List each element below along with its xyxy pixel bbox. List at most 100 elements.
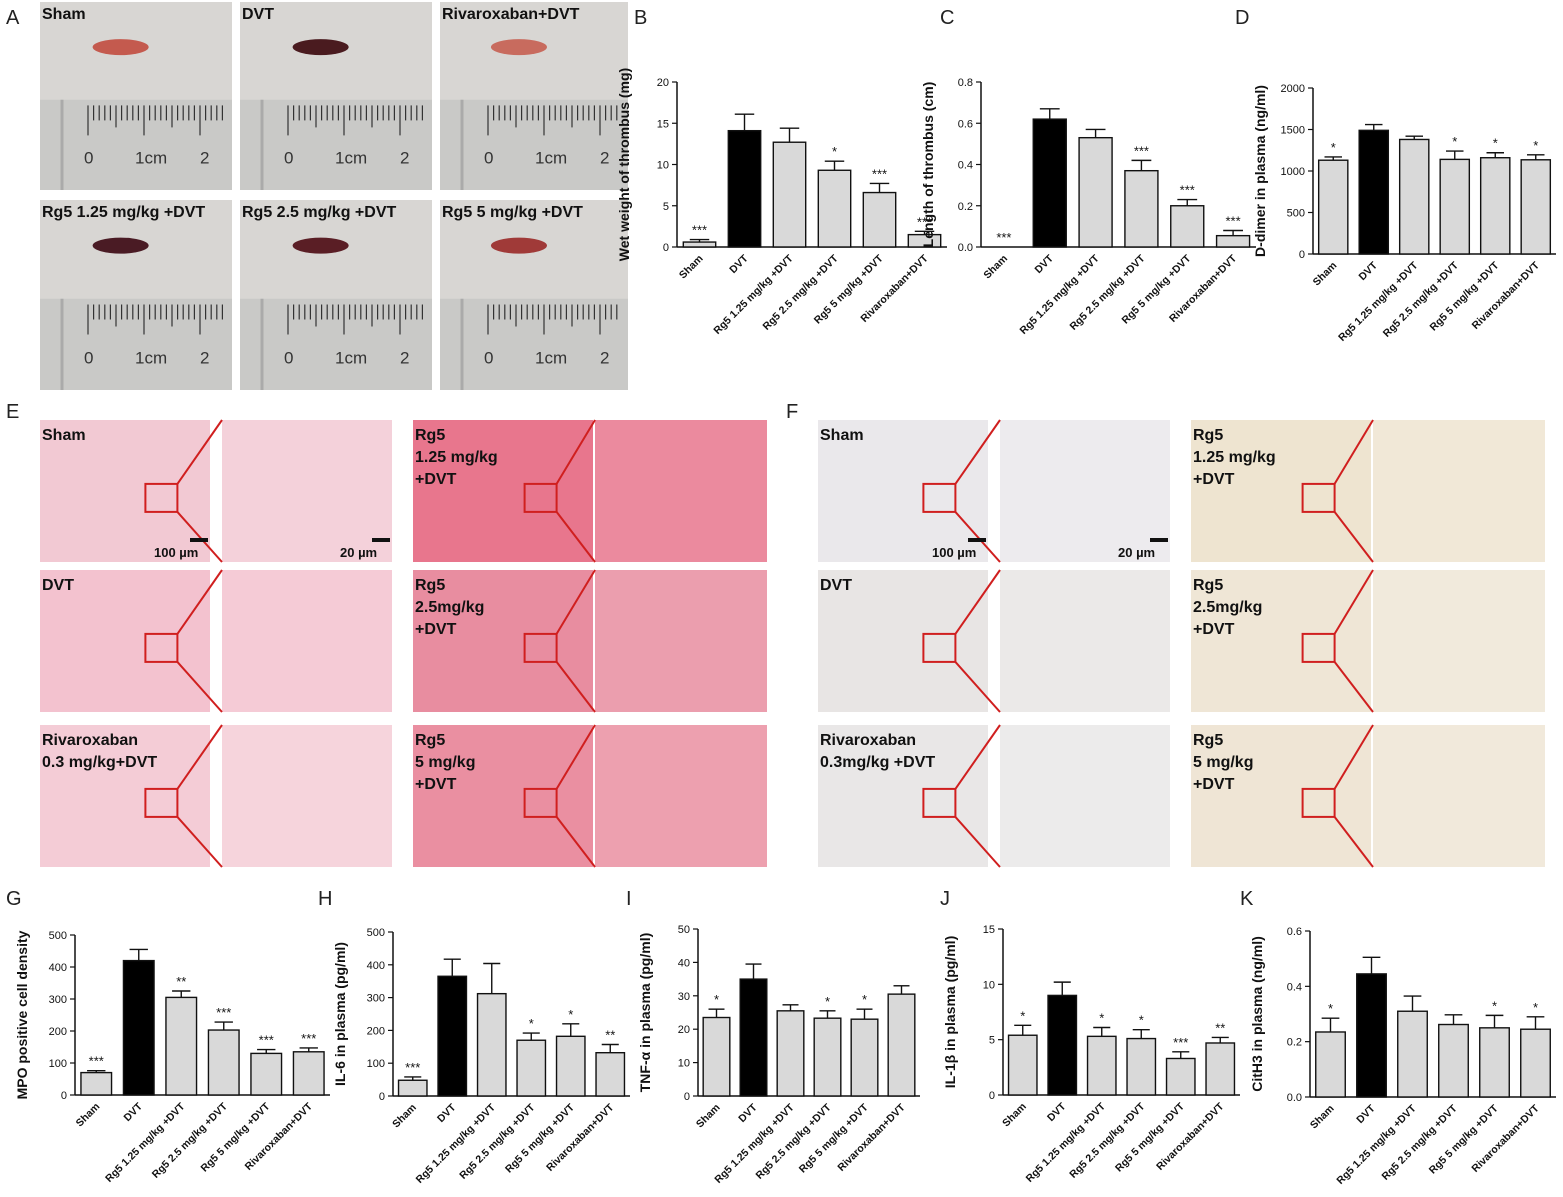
bar-3	[1439, 158, 1471, 255]
significance-marker: *	[529, 1016, 534, 1031]
scale-label-high: 20 µm	[340, 545, 377, 560]
y-tick-label: 15	[983, 924, 995, 936]
ruler-label-2: 2	[400, 348, 409, 367]
panel-letter-c: C	[940, 7, 954, 29]
histology-label: +DVT	[1193, 776, 1235, 793]
bar-4	[862, 191, 897, 248]
zoom-line-bottom	[555, 661, 596, 713]
histology-label: Rg5	[1193, 732, 1223, 749]
panel-letter-g: G	[6, 888, 22, 910]
y-tick-label: 15	[657, 118, 669, 130]
chart-b: 0 5 10 15 20 Wet weight of thrombus (mg) *** Sh…	[616, 68, 947, 337]
ruler-label-1cm: 1cm	[135, 348, 167, 367]
category-label: Rivaroxaban+DVT	[1154, 1100, 1227, 1173]
scale-bar-low	[968, 538, 986, 542]
ruler-label-0: 0	[484, 348, 493, 367]
significance-marker: ***	[1225, 214, 1240, 229]
histology-image-pair: Rg5 1.25 mg/kg +DVT	[413, 419, 767, 563]
y-axis-label: Wet weight of thrombus (mg)	[616, 68, 632, 261]
y-tick-label: 300	[49, 994, 67, 1006]
bar-3	[813, 1017, 842, 1097]
bar-4	[250, 1052, 283, 1096]
category-label: Rg5 2.5 mg/kg +DVT	[1381, 259, 1461, 339]
histology-label: +DVT	[415, 621, 457, 638]
bar-0	[1007, 1034, 1038, 1096]
significance-marker: *	[1452, 134, 1457, 149]
ruler-label-2: 2	[200, 348, 209, 367]
bar-0	[702, 1016, 731, 1097]
zoom-line-top	[954, 569, 1001, 635]
histology-image-pair: Rivaroxaban 0.3 mg/kg+DVT	[40, 724, 392, 868]
zoom-box	[1301, 632, 1336, 663]
category-label: Rg5 5 mg/kg +DVT	[1113, 1100, 1187, 1174]
y-tick-label: 20	[678, 1024, 690, 1036]
ruler-label-0: 0	[284, 348, 293, 367]
low-magnification-image	[40, 420, 210, 562]
histology-image-pair: Rg5 2.5mg/kg +DVT	[1191, 569, 1545, 713]
zoom-line-bottom	[954, 511, 1001, 563]
category-label: Sham	[981, 253, 1010, 282]
low-magnification-image	[413, 570, 593, 712]
y-tick-label: 0.6	[958, 118, 973, 130]
panel-letter-e: E	[6, 401, 19, 423]
significance-marker: ***	[1134, 143, 1149, 158]
histology-image-pair: Rg5 5 mg/kg +DVT	[1191, 724, 1545, 868]
significance-marker: *	[1328, 1001, 1333, 1016]
chart-i: 0 10 20 30 40 50 TNF-α in plasma (pg/ml) * Sham D…	[637, 924, 920, 1186]
significance-marker: *	[568, 1007, 573, 1022]
y-tick-label: 0	[989, 1090, 995, 1102]
low-magnification-image	[413, 725, 593, 867]
zoom-box	[144, 787, 179, 818]
histology-label: Sham	[820, 427, 864, 444]
panel-letter-a: A	[6, 7, 20, 29]
ruler-label-0: 0	[284, 149, 293, 168]
category-label: Rg5 1.25 mg/kg +DVT	[103, 1100, 188, 1185]
histology-label: 0.3mg/kg +DVT	[820, 754, 935, 771]
high-magnification-image	[1000, 570, 1170, 712]
bar-5	[595, 1052, 626, 1097]
ruler-label-2: 2	[600, 348, 609, 367]
chart-g: 0 100 200 300 400 500 MPO positive cell densit…	[14, 930, 330, 1185]
histology-label: 5 mg/kg	[1193, 754, 1253, 771]
zoom-line-top	[1333, 724, 1374, 790]
y-axis-label: MPO positive cell density	[14, 930, 30, 1099]
category-label: Sham	[677, 253, 706, 282]
y-tick-label: 0.4	[958, 160, 973, 172]
significance-marker: ***	[692, 223, 707, 238]
panel-letter-b: B	[634, 7, 647, 29]
significance-marker: *	[825, 994, 830, 1009]
scale-bar-high	[372, 538, 390, 542]
significance-marker: ***	[216, 1005, 231, 1020]
zoom-line-top	[176, 419, 223, 485]
thrombus-sample	[490, 39, 547, 56]
ruler-label-1cm: 1cm	[135, 149, 167, 168]
histology-label: Rg5	[415, 577, 445, 594]
category-label: DVT	[736, 1101, 760, 1125]
bar-4	[1170, 205, 1205, 248]
photo-label: Rg5 2.5 mg/kg +DVT	[242, 204, 396, 221]
y-tick-label: 200	[49, 1026, 67, 1038]
bar-0	[682, 241, 717, 248]
thrombus-photo: 0 1cm 2 Rg5 1.25 mg/kg +DVT	[40, 200, 232, 390]
photo-label: Rg5 1.25 mg/kg +DVT	[42, 204, 205, 221]
panel-letter-j: J	[940, 888, 950, 910]
bar-3	[817, 169, 852, 248]
bar-1	[437, 975, 468, 1097]
zoom-line-top	[954, 419, 1001, 485]
ruler-body	[40, 99, 232, 190]
category-label: Rg5 1.25 mg/kg +DVT	[1024, 1100, 1109, 1185]
histology-label: 2.5mg/kg	[1193, 599, 1262, 616]
significance-marker: *	[1331, 140, 1336, 155]
y-tick-label: 0	[684, 1091, 690, 1103]
y-tick-label: 10	[678, 1058, 690, 1070]
chart-d: 0 500 1000 1500 2000 D-dimer in plasma (ng/ml…	[1252, 83, 1556, 344]
significance-marker: ***	[89, 1054, 104, 1069]
high-magnification-image	[222, 420, 392, 562]
zoom-box	[922, 632, 957, 663]
bar-1	[1032, 118, 1067, 248]
category-label: DVT	[1354, 1102, 1378, 1126]
zoom-line-top	[1333, 569, 1374, 635]
